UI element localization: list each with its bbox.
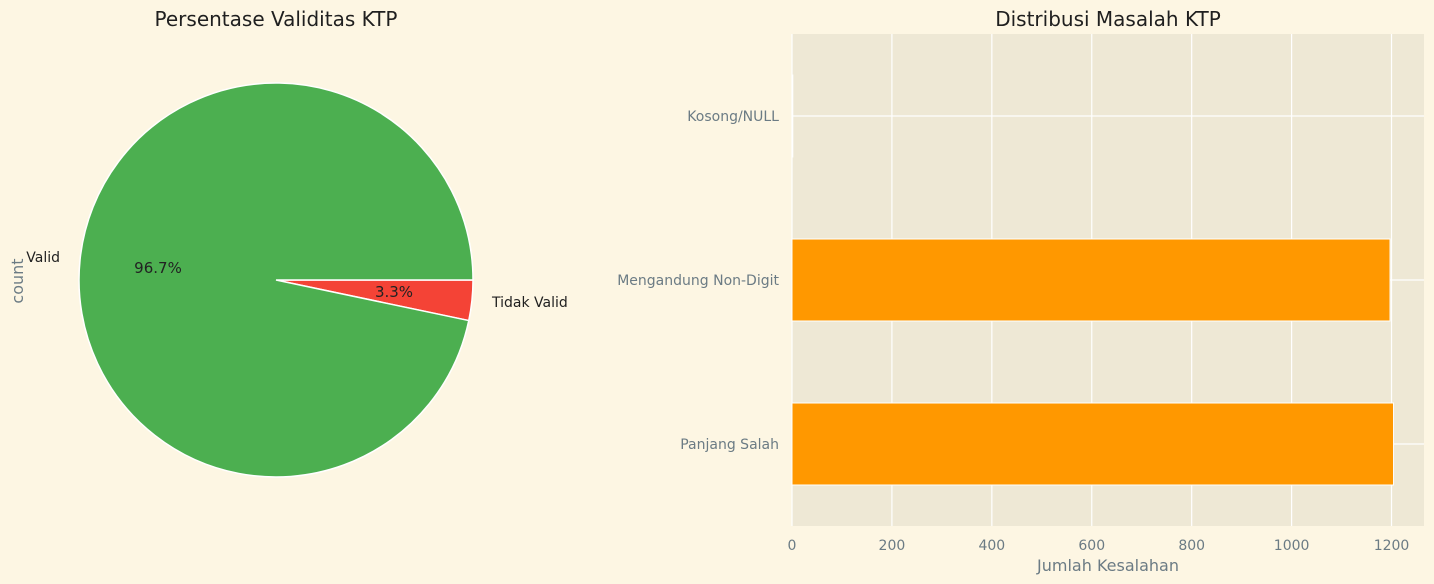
x-tick-label: 600 (1078, 538, 1105, 554)
pie-ylabel: count (8, 258, 27, 303)
y-tick-label: Mengandung Non-Digit (617, 273, 779, 289)
x-tick-label: 0 (788, 538, 797, 554)
bar-xlabel: Jumlah Kesalahan (1036, 556, 1179, 575)
x-tick-label: 1000 (1274, 538, 1310, 554)
bar-chart: Distribusi Masalah KTP Kosong/NULL Mengan… (617, 7, 1424, 575)
pie-label-valid: Valid (26, 250, 60, 266)
pie-slices (78, 82, 474, 478)
bar-mengandung-non-digit (791, 238, 1391, 322)
pie-label-tidak-valid: Tidak Valid (491, 295, 568, 311)
bar-panjang-salah (791, 402, 1395, 486)
x-tick-label: 400 (978, 538, 1005, 554)
pie-title: Persentase Validitas KTP (155, 7, 398, 31)
y-tick-label: Kosong/NULL (687, 109, 779, 125)
pie-chart: Persentase Validitas KTP count Valid Tid… (8, 7, 568, 478)
y-tick-labels: Kosong/NULL Mengandung Non-Digit Panjang S… (617, 109, 779, 453)
bars (791, 74, 1395, 486)
pie-pct-valid: 96.7% (134, 259, 182, 277)
pie-slice-valid (78, 82, 474, 478)
pie-pct-tidak-valid: 3.3% (375, 283, 413, 301)
x-tick-labels: 0 200 400 600 800 1000 1200 (788, 538, 1410, 554)
bar-title: Distribusi Masalah KTP (995, 7, 1221, 31)
x-tick-label: 1200 (1374, 538, 1410, 554)
x-tick-label: 800 (1178, 538, 1205, 554)
x-tick-label: 200 (879, 538, 906, 554)
y-tick-label: Panjang Salah (680, 437, 779, 453)
bar-kosong-null (791, 74, 794, 158)
